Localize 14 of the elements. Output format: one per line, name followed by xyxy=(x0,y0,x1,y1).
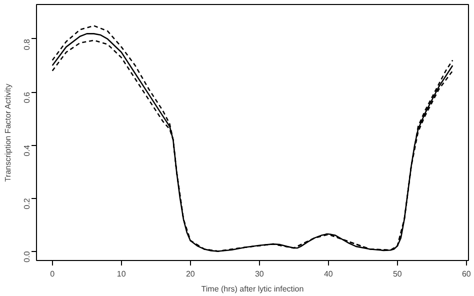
y-tick-label: 0.8 xyxy=(22,38,32,50)
y-tick-label: 0.4 xyxy=(22,144,32,156)
x-tick-label: 20 xyxy=(186,270,196,278)
y-tick-label: 0.6 xyxy=(22,91,32,104)
x-axis-title: Time (hrs) after lytic infection xyxy=(201,284,304,294)
y-axis-title: Transcription Factor Activity xyxy=(4,84,12,182)
y-tick-label: 0.0 xyxy=(22,250,32,262)
x-tick-label: 40 xyxy=(324,270,334,278)
x-tick-label: 30 xyxy=(254,270,264,278)
x-tick-label: 0 xyxy=(50,270,56,278)
y-tick-label: 0.2 xyxy=(22,198,32,210)
x-tick-label: 60 xyxy=(462,270,472,278)
x-tick-label: 10 xyxy=(116,270,126,278)
x-tick-label: 50 xyxy=(392,270,402,278)
